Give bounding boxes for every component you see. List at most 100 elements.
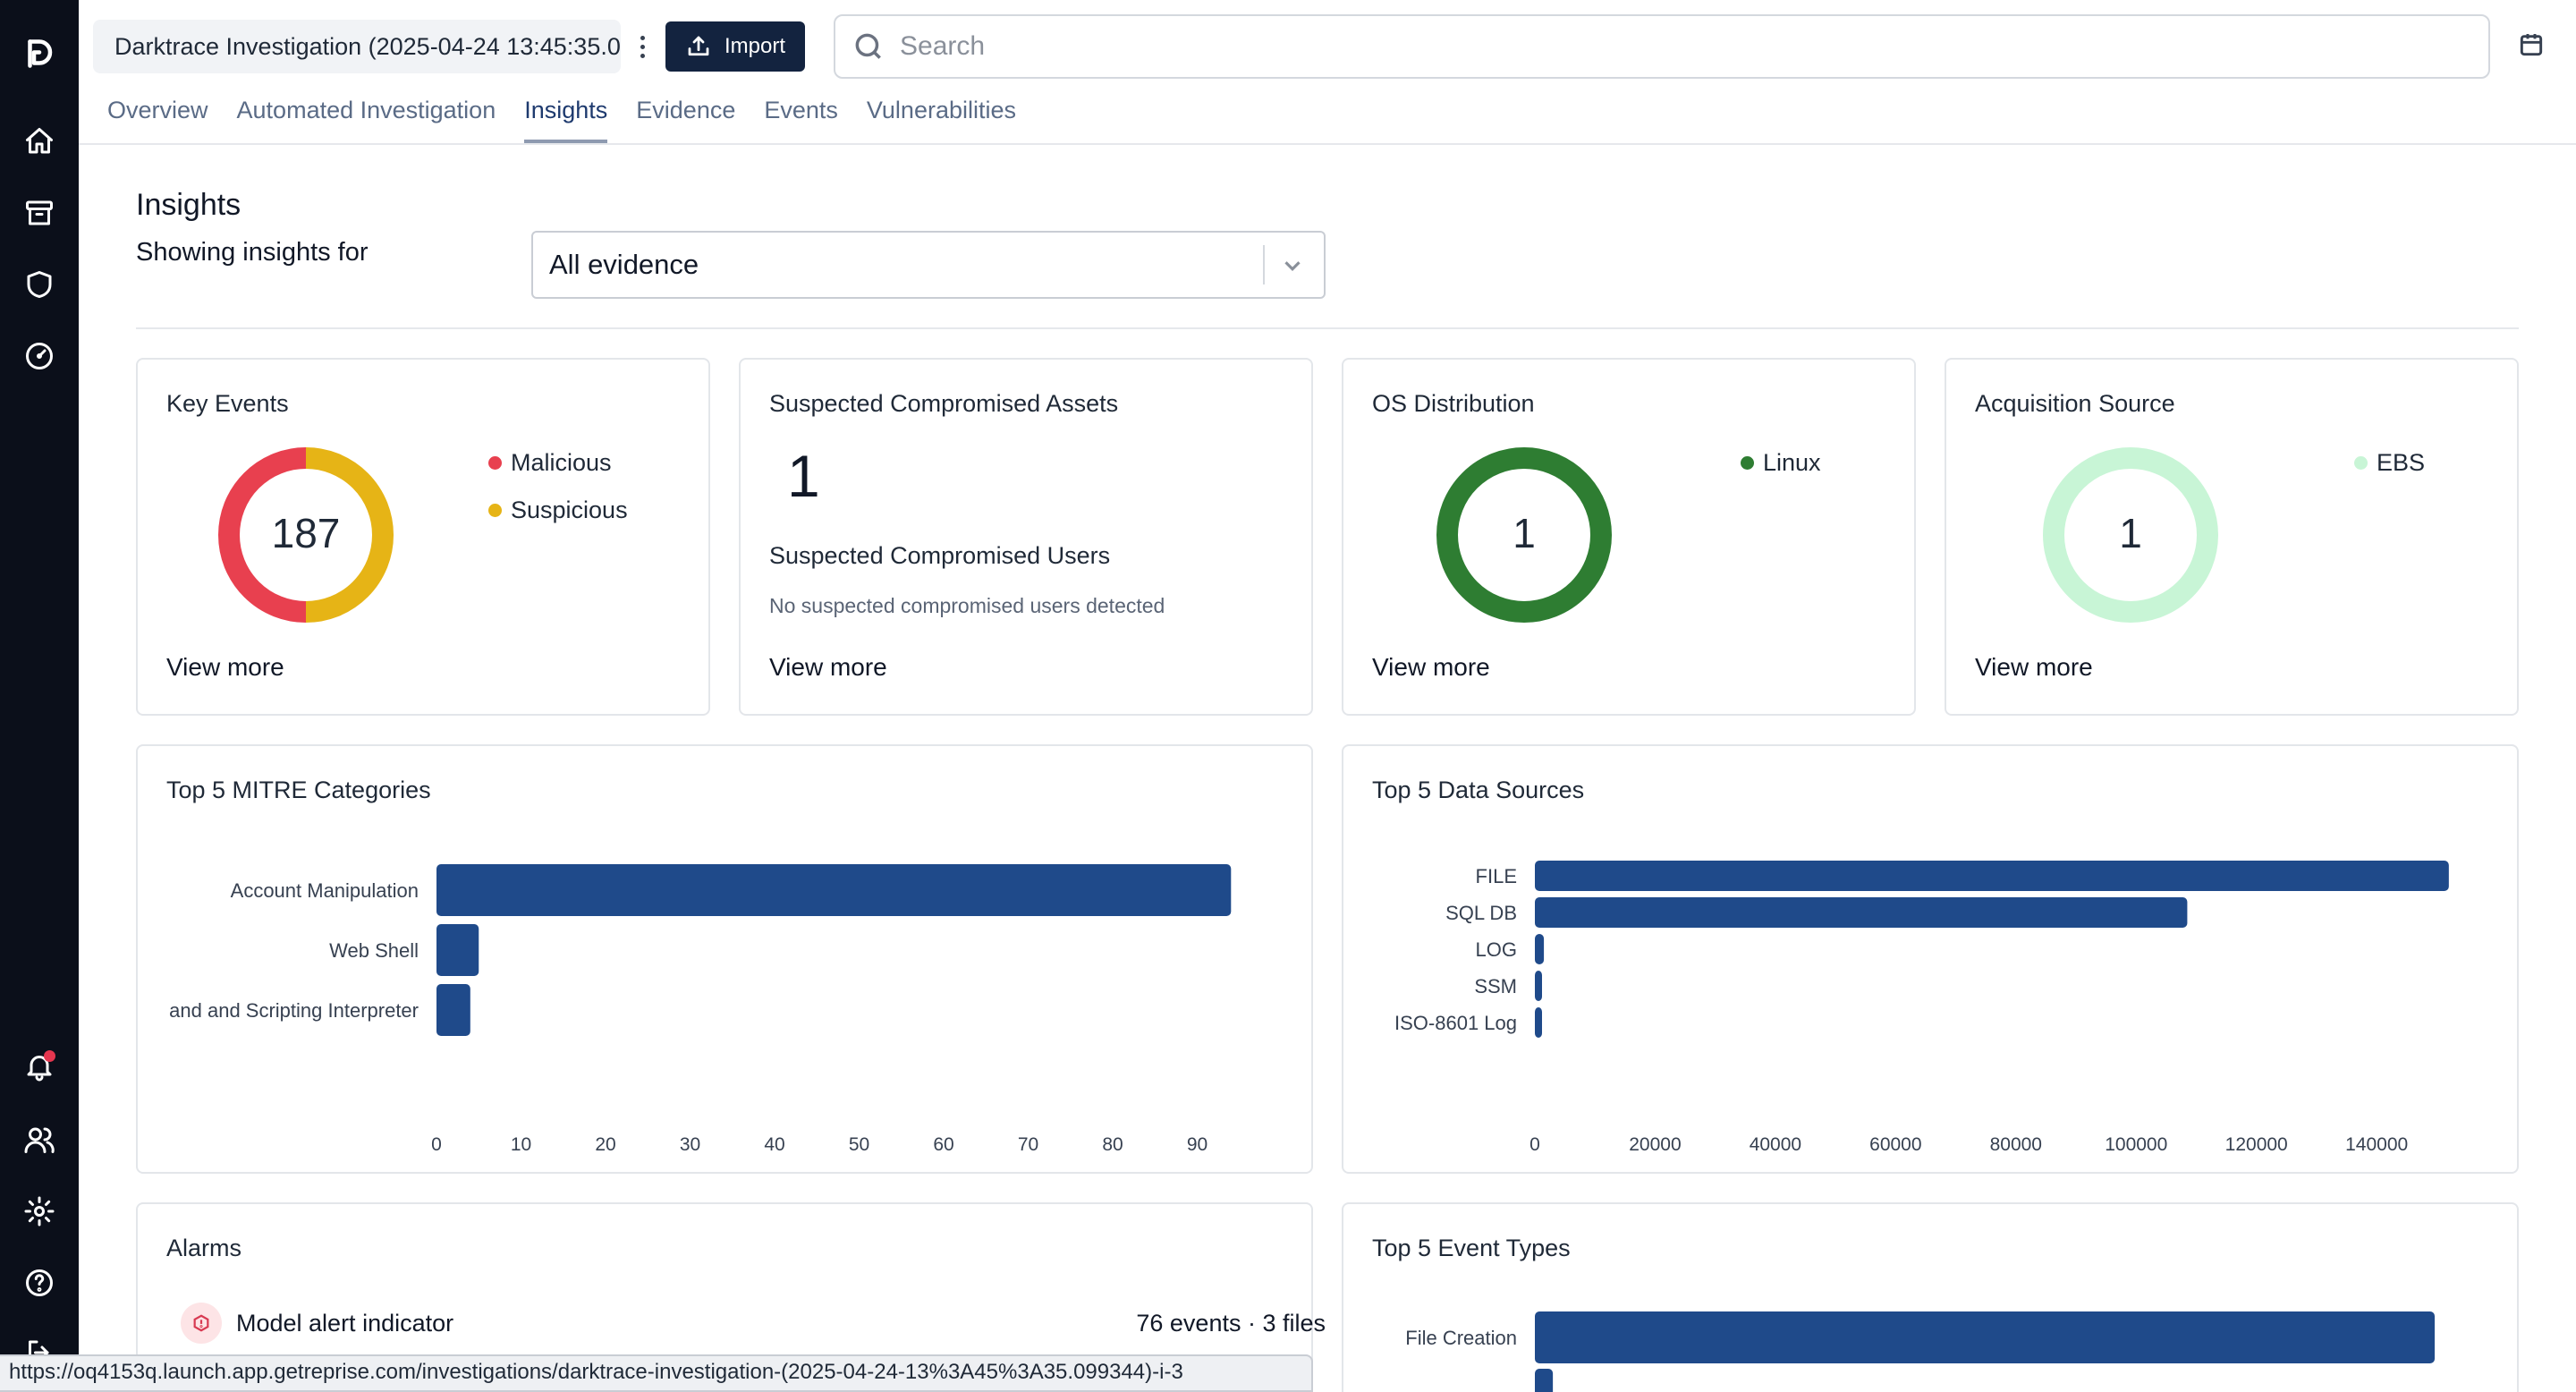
bar[interactable]	[436, 924, 479, 976]
view-more-link[interactable]: View more	[1975, 653, 2093, 681]
view-more-link[interactable]: View more	[166, 653, 284, 681]
data-sources-bar-chart: FILE SQL DB LOG SSM ISO-8601 Log 0 20000 40000 6…	[1394, 861, 2449, 1155]
x-tick-label: 20	[595, 1134, 615, 1155]
page-title: Insights	[136, 188, 242, 222]
donut-total: 1	[2119, 510, 2142, 556]
category-label: FILE	[1476, 865, 1517, 887]
mitre-bar-chart: Account Manipulation Web Shell and and Scr…	[169, 864, 1232, 1155]
bar[interactable]	[1535, 1007, 1542, 1038]
gear-icon[interactable]	[21, 1193, 57, 1229]
x-tick-label: 140000	[2345, 1134, 2408, 1155]
archive-icon[interactable]	[21, 195, 57, 231]
compromised-assets-count: 1	[787, 443, 820, 509]
card-title: OS Distribution	[1372, 390, 1535, 417]
search-box[interactable]	[834, 14, 2490, 79]
donut-total: 187	[272, 510, 341, 556]
calendar-icon[interactable]	[2517, 30, 2549, 63]
tab-insights[interactable]: Insights	[524, 86, 608, 143]
bar[interactable]	[436, 984, 470, 1036]
event-types-bar-chart: File Creation	[1405, 1311, 2435, 1392]
chevron-down-icon	[1279, 252, 1306, 279]
x-tick-label: 0	[431, 1134, 442, 1155]
bar[interactable]	[1535, 1311, 2435, 1363]
bar[interactable]	[1535, 861, 2449, 891]
bar[interactable]	[1535, 971, 1542, 1001]
acquisition-source-donut: 1	[2043, 447, 2218, 623]
donut-total: 1	[1513, 510, 1536, 556]
tab-vulnerabilities[interactable]: Vulnerabilities	[866, 97, 1016, 123]
import-button-label: Import	[724, 34, 785, 58]
donut-segment-ebs[interactable]	[2043, 447, 2218, 623]
shield-icon[interactable]	[21, 267, 57, 302]
home-icon[interactable]	[21, 123, 57, 159]
chart-title: Top 5 MITRE Categories	[166, 777, 431, 803]
users-icon[interactable]	[21, 1122, 57, 1158]
category-label: Web Shell	[329, 939, 419, 962]
section-divider	[136, 327, 2519, 329]
notification-badge	[44, 1050, 55, 1062]
url-status-bar: https://oq4153q.launch.app.getreprise.co…	[0, 1354, 1313, 1392]
search-icon	[855, 33, 881, 59]
compromised-card: Suspected Compromised Assets 1 Suspected…	[739, 358, 1313, 716]
view-more-link[interactable]: View more	[769, 653, 887, 681]
help-icon[interactable]	[21, 1265, 57, 1301]
bar[interactable]	[1535, 897, 2188, 928]
x-tick-label: 60	[933, 1134, 953, 1155]
gauge-icon[interactable]	[21, 338, 57, 374]
x-tick-label: 100000	[2105, 1134, 2167, 1155]
evidence-filter-select[interactable]: All evidence	[531, 231, 1326, 299]
mitre-categories-card: Top 5 MITRE Categories Account Manipulat…	[136, 744, 1313, 1174]
x-tick-label: 10	[511, 1134, 531, 1155]
category-label: SQL DB	[1445, 902, 1517, 924]
key-events-donut: 187	[218, 447, 394, 623]
alarm-meta: 76 events · 3 files	[1136, 1309, 1326, 1337]
category-label: ISO-8601 Log	[1394, 1012, 1517, 1034]
tab-events[interactable]: Events	[764, 97, 838, 123]
search-input[interactable]	[900, 31, 2420, 62]
card-title: Suspected Compromised Assets	[769, 390, 1119, 417]
evidence-filter-value: All evidence	[549, 249, 699, 280]
x-tick-label: 30	[680, 1134, 700, 1155]
tab-automated-investigation[interactable]: Automated Investigation	[236, 97, 496, 123]
chart-title: Top 5 Event Types	[1372, 1235, 1571, 1261]
bar[interactable]	[1535, 1369, 1554, 1392]
tab-overview[interactable]: Overview	[107, 97, 208, 123]
legend-item-malicious[interactable]: Malicious	[488, 449, 628, 477]
import-button[interactable]: Import	[665, 21, 805, 72]
tab-evidence[interactable]: Evidence	[636, 97, 736, 123]
donut-segment-suspicious[interactable]	[305, 447, 394, 623]
x-tick-label: 40000	[1750, 1134, 1801, 1155]
x-tick-label: 20000	[1629, 1134, 1681, 1155]
x-tick-label: 120000	[2225, 1134, 2288, 1155]
case-title[interactable]: Darktrace Investigation (2025-04-24 13:4…	[93, 20, 621, 73]
compromised-users-title: Suspected Compromised Users	[769, 542, 1111, 569]
bar[interactable]	[436, 864, 1232, 916]
os-distribution-card: OS Distribution 1 Linux View more	[1342, 358, 1916, 716]
left-nav-rail	[0, 0, 79, 1392]
compromised-users-note: No suspected compromised users detected	[769, 594, 1165, 617]
x-tick-label: 70	[1018, 1134, 1038, 1155]
alert-icon	[181, 1303, 222, 1344]
tab-divider	[79, 143, 2576, 145]
more-options-icon[interactable]	[630, 27, 655, 66]
key-events-card: Key Events 187 Malicious Suspicious View…	[136, 358, 710, 716]
alarm-row[interactable]: Model alert indicator 76 events · 3 file…	[181, 1301, 1326, 1345]
legend-item-ebs[interactable]: EBS	[2354, 449, 2425, 477]
category-label: Account Manipulation	[231, 879, 419, 902]
legend-item-suspicious[interactable]: Suspicious	[488, 497, 628, 524]
card-title: Alarms	[166, 1235, 242, 1261]
bell-icon[interactable]	[21, 1048, 57, 1084]
legend-item-linux[interactable]: Linux	[1741, 449, 1821, 477]
view-more-link[interactable]: View more	[1372, 653, 1490, 681]
x-tick-label: 0	[1530, 1134, 1540, 1155]
x-tick-label: 60000	[1869, 1134, 1921, 1155]
acquisition-legend: EBS	[2354, 449, 2425, 477]
upload-icon	[688, 36, 709, 56]
donut-segment-malicious[interactable]	[218, 447, 307, 623]
donut-segment-linux[interactable]	[1436, 447, 1612, 623]
x-tick-label: 80000	[1990, 1134, 2042, 1155]
card-title: Key Events	[166, 390, 289, 417]
x-tick-label: 50	[849, 1134, 869, 1155]
logo-icon[interactable]	[21, 36, 57, 72]
bar[interactable]	[1535, 934, 1545, 964]
